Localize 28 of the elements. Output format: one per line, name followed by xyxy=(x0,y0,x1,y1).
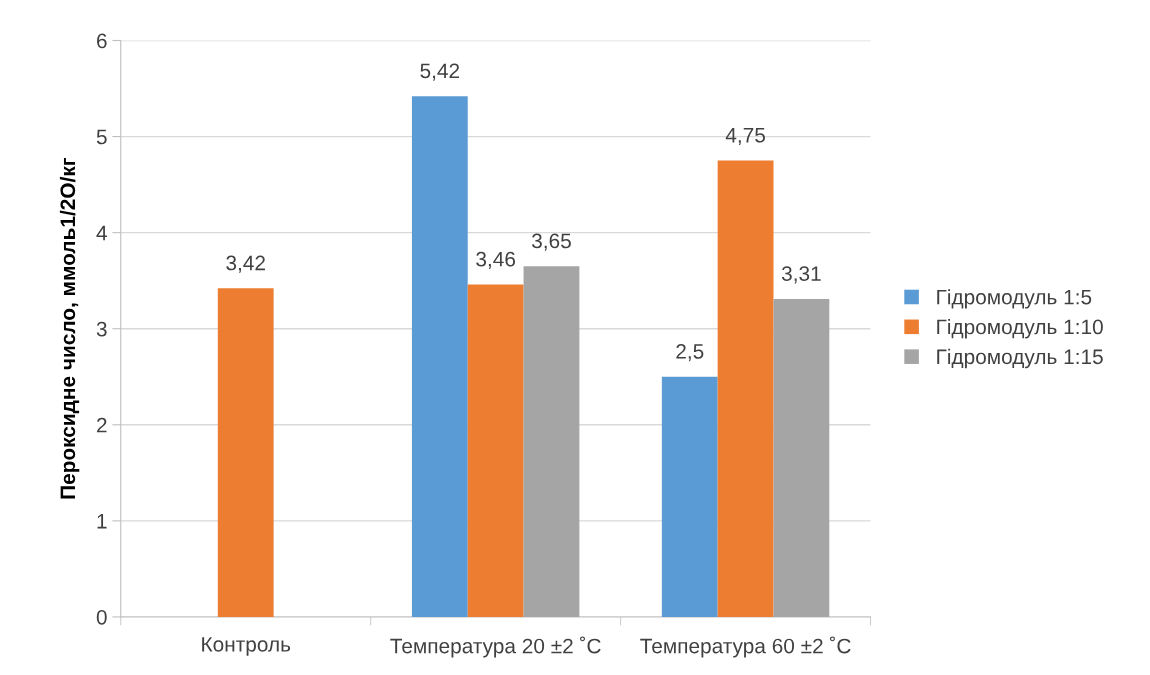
legend-label: Гідромодуль 1:5 xyxy=(937,289,1092,309)
bar xyxy=(523,266,580,617)
bar xyxy=(217,288,274,617)
y-tick-label: 0 xyxy=(96,609,107,625)
data-label: 5,42 xyxy=(420,63,460,81)
x-tick-label: Контроль xyxy=(202,637,291,656)
y-axis-title: Пероксидне число, ммоль1/2О/кг xyxy=(59,158,80,499)
data-label: 2,5 xyxy=(676,344,704,362)
bar xyxy=(661,376,718,617)
x-tick-label: Температура 60 ±2 ˚C xyxy=(640,636,851,658)
data-label: 3,65 xyxy=(531,233,571,251)
bar xyxy=(717,160,774,617)
y-tick-label: 1 xyxy=(97,514,107,529)
bar xyxy=(467,284,524,617)
bar xyxy=(411,96,468,617)
data-label: 3,46 xyxy=(476,251,516,269)
data-label: 3,31 xyxy=(781,266,821,284)
y-tick-label: 5 xyxy=(96,129,107,145)
data-label: 4,75 xyxy=(725,128,765,146)
x-tick-label: Температура 20 ±2 ˚C xyxy=(390,636,601,658)
data-label: 3,42 xyxy=(226,255,265,273)
y-tick-label: 2 xyxy=(97,417,107,433)
y-tick-label: 4 xyxy=(96,225,107,241)
y-tick-label: 6 xyxy=(97,33,107,49)
bar xyxy=(773,298,830,617)
legend-label: Гідромодуль 1:15 xyxy=(937,348,1103,369)
y-tick-label: 3 xyxy=(96,321,107,337)
legend-label: Гідромодуль 1:10 xyxy=(937,319,1103,339)
